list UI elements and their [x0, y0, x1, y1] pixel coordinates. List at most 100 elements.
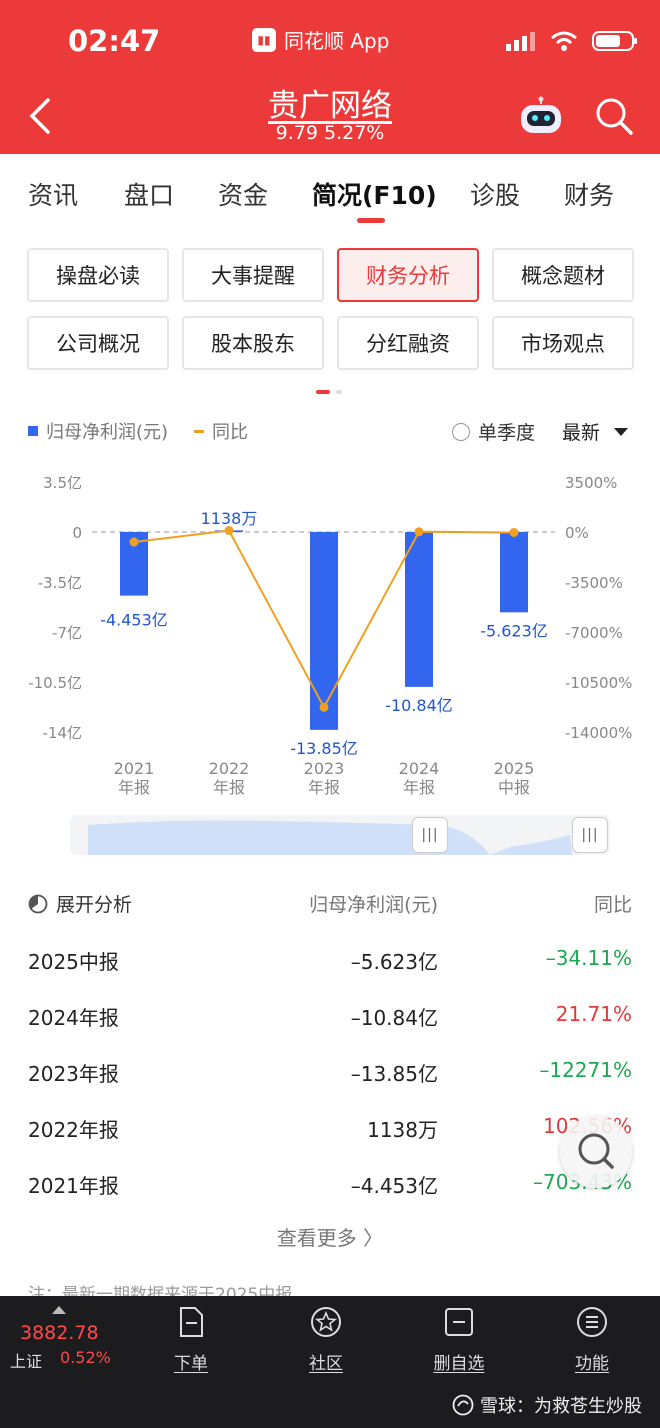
yoy-point [509, 527, 519, 537]
profit-chart: 3.5亿 0 -3.5亿 -7亿 -10.5亿 -14亿 3500% 0% -3500% -700… [28, 474, 632, 797]
nav-label: 社区 [309, 1354, 343, 1374]
btn-market-views[interactable]: 市场观点 [492, 316, 634, 370]
y-left-tick-label: -10.5亿 [28, 674, 82, 692]
see-more-link[interactable]: 查看更多 〉 [276, 1226, 384, 1250]
x-tick-label-type: 年报 [118, 778, 150, 797]
bottom-bar: 3882.78 上证 0.52% 下单 社区 删自选 功能 [0, 1296, 660, 1428]
expand-up-icon[interactable] [52, 1306, 66, 1314]
bar-data-label: -4.453亿 [100, 611, 168, 630]
tab-news[interactable]: 资讯 [28, 181, 79, 210]
btn-company-profile[interactable]: 公司概况 [27, 316, 169, 370]
x-tick-label-year: 2024 [399, 759, 440, 778]
bar [405, 532, 433, 687]
btn-dividends-financing[interactable]: 分红融资 [337, 316, 479, 370]
row-profit: –10.84亿 [350, 1006, 438, 1030]
y-right-tick-label: 3500% [565, 474, 617, 492]
back-arrow-icon[interactable] [24, 96, 58, 136]
yoy-point [129, 537, 139, 547]
expand-analysis[interactable]: 展开分析 [28, 890, 132, 917]
row-period: 2023年报 [28, 1062, 119, 1086]
tab-diagnosis[interactable]: 诊股 [470, 181, 521, 210]
btn-trading-must-read[interactable]: 操盘必读 [27, 248, 169, 302]
row-profit: –4.453亿 [350, 1174, 438, 1198]
status-time: 02:47 [68, 24, 161, 58]
index-price[interactable]: 3882.78 [20, 1322, 99, 1344]
bar-data-label: -5.623亿 [480, 621, 548, 640]
snowball-logo-icon [452, 1394, 474, 1416]
stock-name[interactable]: 贵广网络 [268, 88, 392, 124]
x-tick-label-year: 2022 [209, 759, 250, 778]
y-left-tick-label: -7亿 [52, 624, 82, 642]
bar [310, 532, 338, 730]
minus-box-icon [445, 1308, 473, 1336]
row-period: 2021年报 [28, 1174, 119, 1198]
single-quarter-toggle[interactable]: 单季度 [452, 418, 535, 445]
yoy-point [414, 527, 424, 537]
x-tick-label-type: 中报 [498, 778, 530, 797]
btn-shareholders[interactable]: 股本股东 [182, 316, 324, 370]
y-left-tick-label: 3.5亿 [43, 474, 82, 492]
row-yoy: –34.11% [545, 946, 632, 970]
index-name: 上证 [10, 1352, 43, 1371]
signal-icon [506, 32, 535, 51]
tab-funds[interactable]: 资金 [218, 181, 269, 210]
bar-data-label: -10.84亿 [385, 696, 453, 715]
nav-label: 功能 [575, 1354, 609, 1374]
nav-functions[interactable]: 功能 [557, 1306, 627, 1374]
y-right-tick-label: 0% [565, 524, 589, 542]
bar [500, 532, 528, 613]
row-profit: 1138万 [367, 1118, 438, 1142]
tab-f10[interactable]: 简况(F10) [312, 181, 437, 210]
nav-place-order[interactable]: 下单 [156, 1306, 226, 1374]
wifi-icon [551, 31, 577, 51]
active-tab-indicator [357, 218, 385, 223]
col-yoy-header: 同比 [593, 894, 632, 916]
watermark-text: 雪球：为救苍生炒股 [480, 1396, 642, 1417]
page-dot-active [316, 390, 330, 394]
range-handle-right[interactable]: ||| [572, 817, 608, 853]
expand-analysis-label: 展开分析 [56, 894, 133, 916]
y-right-tick-label: -7000% [565, 624, 623, 642]
menu-circle-icon [577, 1307, 607, 1337]
x-tick-label-year: 2021 [114, 759, 155, 778]
single-quarter-label: 单季度 [478, 422, 536, 444]
row-period: 2024年报 [28, 1006, 119, 1030]
battery-icon [592, 31, 637, 51]
tab-finance[interactable]: 财务 [564, 181, 615, 210]
btn-financial-analysis[interactable]: 财务分析 [337, 248, 479, 302]
btn-major-events[interactable]: 大事提醒 [182, 248, 324, 302]
y-right-tick-label: -3500% [565, 574, 623, 592]
tab-orderbook[interactable]: 盘口 [124, 181, 175, 210]
row-period: 2022年报 [28, 1118, 119, 1142]
document-icon [180, 1307, 203, 1337]
nav-label: 删自选 [433, 1354, 485, 1374]
nav-community[interactable]: 社区 [291, 1306, 361, 1374]
nav-label: 下单 [174, 1354, 208, 1374]
floating-search-button[interactable] [560, 1116, 632, 1188]
y-left-tick-label: -14亿 [43, 724, 83, 742]
x-tick-label-year: 2023 [304, 759, 345, 778]
legend-bar-swatch [28, 426, 38, 436]
range-handle-left[interactable]: ||| [412, 817, 448, 853]
row-profit: –13.85亿 [350, 1062, 438, 1086]
range-overview [88, 820, 572, 855]
x-tick-label-type: 年报 [308, 778, 340, 797]
nav-remove-watchlist[interactable]: 删自选 [424, 1306, 494, 1374]
period-dropdown[interactable]: 最新 [562, 418, 629, 445]
stock-quote: 9.79 5.27% [275, 122, 385, 144]
y-left-tick-label: -3.5亿 [38, 574, 82, 592]
row-yoy: 21.71% [555, 1002, 632, 1026]
btn-concept-themes[interactable]: 概念题材 [492, 248, 634, 302]
legend-bar-label: 归母净利润(元) [46, 422, 169, 443]
range-slider[interactable] [70, 815, 610, 855]
radio-icon [452, 422, 470, 441]
bar-data-label: -13.85亿 [290, 739, 358, 758]
row-period: 2025中报 [28, 950, 119, 974]
app-indicator[interactable]: ▮▮ 同花顺 App [252, 25, 389, 54]
magnifier-icon [578, 1133, 614, 1169]
search-icon[interactable] [594, 96, 634, 136]
bar-data-label: 1138万 [201, 509, 258, 528]
robot-assistant-icon[interactable] [518, 96, 564, 136]
top-header: 02:47 ▮▮ 同花顺 App 贵广网络 9.79 5.27% [0, 0, 660, 154]
app-name: 同花顺 App [284, 29, 390, 53]
